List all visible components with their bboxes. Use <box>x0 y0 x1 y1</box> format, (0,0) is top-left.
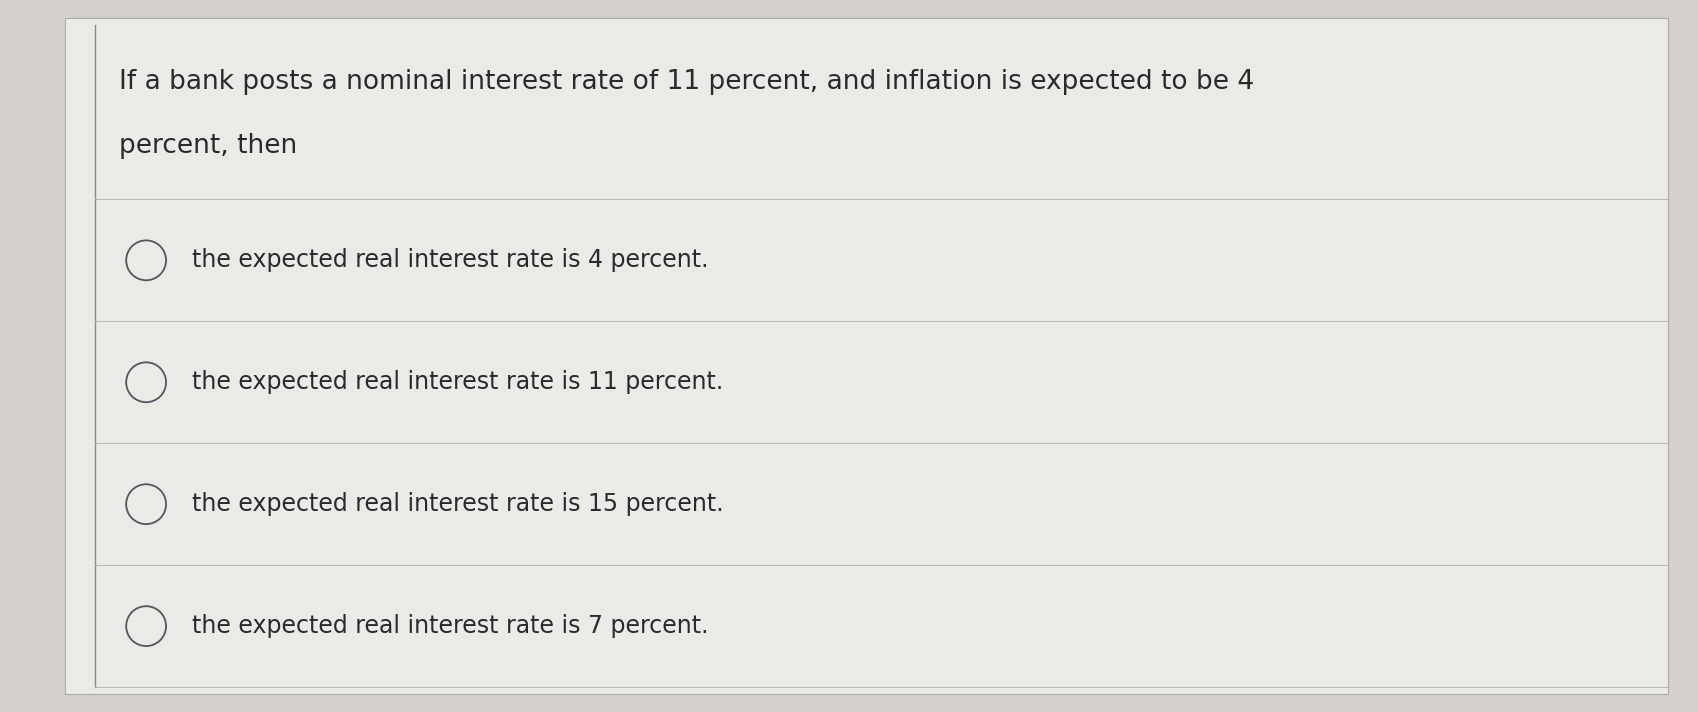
Text: the expected real interest rate is 11 percent.: the expected real interest rate is 11 pe… <box>192 370 723 394</box>
Text: If a bank posts a nominal interest rate of 11 percent, and inflation is expected: If a bank posts a nominal interest rate … <box>119 69 1253 95</box>
Text: the expected real interest rate is 4 percent.: the expected real interest rate is 4 per… <box>192 248 708 272</box>
Text: the expected real interest rate is 7 percent.: the expected real interest rate is 7 per… <box>192 614 708 638</box>
Text: the expected real interest rate is 15 percent.: the expected real interest rate is 15 pe… <box>192 492 723 516</box>
Text: percent, then: percent, then <box>119 133 297 159</box>
